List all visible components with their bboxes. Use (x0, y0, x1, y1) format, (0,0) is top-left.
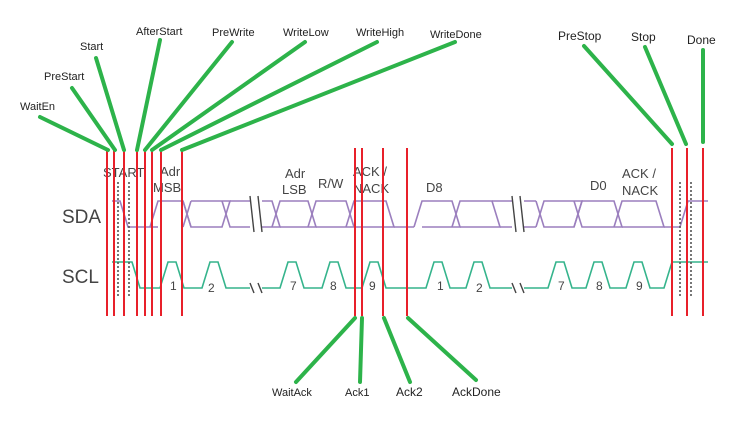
clock-number: 2 (208, 281, 215, 295)
state-label-prewrite: PreWrite (212, 27, 255, 39)
clock-number: 9 (636, 279, 643, 293)
pointer-prewrite (143, 40, 234, 152)
sda-bit2-cell (182, 200, 232, 228)
state-label-done: Done (687, 33, 716, 47)
sda-ack2-cell (613, 200, 666, 228)
ack2-label-line2: NACK (622, 183, 658, 198)
state-label-ack1: Ack1 (345, 387, 369, 399)
ack2-label-line1: ACK / (622, 166, 656, 181)
start-stop-guides (117, 182, 692, 296)
clock-number: 2 (476, 281, 483, 295)
sda-after-gap2 (524, 200, 536, 228)
state-label-prestop: PreStop (558, 29, 602, 43)
state-label-ackdone: AckDone (452, 385, 501, 399)
sda-rw-cell (307, 200, 356, 228)
sda-lsb-cell (271, 200, 318, 228)
state-label-waitack: WaitAck (272, 387, 312, 399)
pointer-writedone (180, 40, 457, 152)
scl-label: SCL (62, 267, 99, 288)
pointer-prestop (582, 44, 674, 146)
sda-d8-cell (413, 200, 462, 228)
sda-ack-cell (345, 200, 396, 228)
sda-after-gap (262, 200, 282, 228)
scl-segment-2 (262, 261, 512, 289)
state-label-afterstart: AfterStart (136, 26, 182, 38)
sda-waveform (112, 200, 708, 228)
clock-number: 1 (437, 279, 444, 293)
pointer-writehigh (159, 40, 379, 152)
sda-break-1 (249, 195, 263, 233)
sda-break-2 (511, 195, 525, 233)
pointer-start (94, 56, 126, 152)
sda-label: SDA (62, 207, 101, 228)
pointer-ack1 (358, 316, 364, 384)
sda-to-gap2 (492, 200, 512, 228)
adr-lsb-label-line1: Adr (285, 166, 306, 181)
adr-msb-label-line2: MSB (153, 180, 181, 195)
clock-number: 7 (290, 279, 297, 293)
pointer-afterstart (135, 38, 162, 152)
pointer-waitack (294, 316, 357, 384)
adr-lsb-label-line2: LSB (282, 182, 307, 197)
pointer-prestart (70, 86, 117, 152)
scl-waveform (112, 261, 708, 289)
state-label-ack2: Ack2 (396, 385, 423, 399)
scl-segment-1 (112, 261, 250, 289)
state-label-waiten: WaitEn (20, 101, 55, 113)
pointer-writelow (150, 40, 307, 152)
state-label-writehigh: WriteHigh (356, 27, 404, 39)
adr-msb-label-line1: Adr (160, 164, 181, 179)
state-label-stop: Stop (631, 30, 656, 44)
d8-label: D8 (426, 180, 443, 195)
clock-number: 8 (596, 279, 603, 293)
rw-label: R/W (318, 176, 344, 191)
clock-pulse-numbers: 1 2 7 8 9 1 2 7 8 9 (170, 279, 643, 295)
clock-number: 9 (369, 279, 376, 293)
clock-number: 8 (330, 279, 337, 293)
clock-number: 1 (170, 279, 177, 293)
state-label-start: Start (80, 41, 103, 53)
scl-segment-3 (524, 261, 708, 289)
state-markers (106, 148, 704, 316)
state-labels: WaitEn PreStart Start AfterStart PreWrit… (20, 26, 716, 399)
scl-break-2 (511, 282, 525, 294)
state-label-writelow: WriteLow (283, 27, 329, 39)
pointer-waiten (38, 115, 110, 152)
pointer-stop (643, 45, 688, 146)
sda-bit2-to-gap (221, 200, 250, 228)
state-label-writedone: WriteDone (430, 29, 482, 41)
clock-number: 7 (558, 279, 565, 293)
state-label-prestart: PreStart (44, 71, 84, 83)
scl-break-1 (249, 282, 263, 294)
state-pointers (38, 38, 705, 384)
d0-label: D0 (590, 178, 607, 193)
pointer-ackdone (406, 316, 478, 382)
time-break-symbols (249, 195, 525, 294)
pointer-ack2 (382, 316, 412, 384)
